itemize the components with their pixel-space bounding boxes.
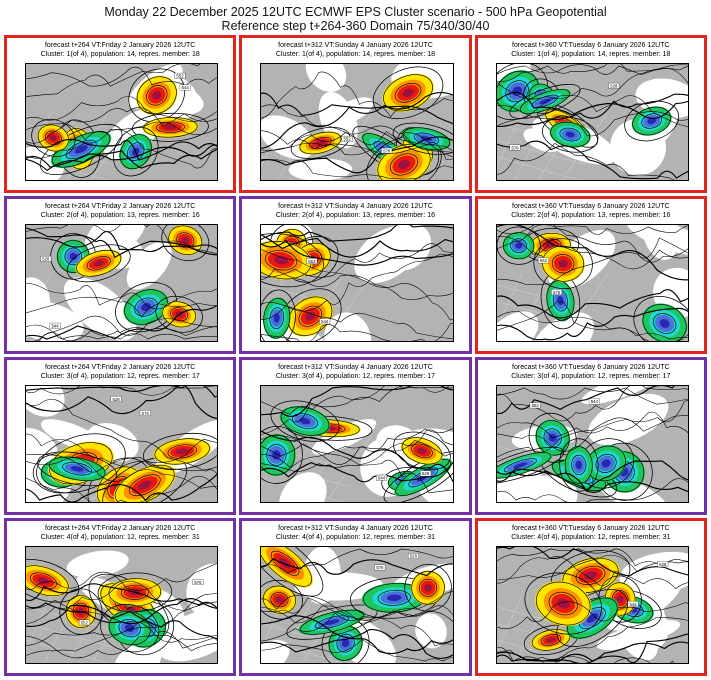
- panel-header: forecast t+264 VT:Friday 2 January 2026 …: [7, 202, 233, 220]
- panel-header: forecast t+360 VT:Tuesday 6 January 2026…: [478, 524, 704, 542]
- cluster-panel-4-t312: forecast t+312 VT:Sunday 4 January 2026 …: [239, 518, 472, 676]
- panel-forecast-step: forecast t+312 VT:Sunday 4 January 2026 …: [278, 525, 433, 532]
- cluster-panel-grid: forecast t+264 VT:Friday 2 January 2026 …: [4, 35, 707, 676]
- geopotential-map: 552 576: [495, 224, 689, 342]
- svg-text:528: 528: [42, 257, 50, 262]
- page-title: Monday 22 December 2025 12UTC ECMWF EPS …: [0, 0, 711, 33]
- geopotential-map: 544 552: [260, 224, 454, 342]
- svg-text:576: 576: [142, 411, 150, 416]
- cluster-panel-2-t264: forecast t+264 VT:Friday 2 January 2026 …: [4, 196, 237, 354]
- panel-forecast-step: forecast t+312 VT:Sunday 4 January 2026 …: [278, 364, 433, 371]
- cluster-panel-4-t264: forecast t+264 VT:Friday 2 January 2026 …: [4, 518, 237, 676]
- geopotential-map: 576 528: [25, 385, 219, 503]
- cluster-panel-1-t312: forecast t+312 VT:Sunday 4 January 2026 …: [239, 35, 472, 193]
- geopotential-map: 528 544: [260, 385, 454, 503]
- svg-text:528: 528: [422, 471, 430, 476]
- svg-text:544: 544: [321, 319, 329, 324]
- svg-text:576: 576: [194, 580, 202, 585]
- svg-text:552: 552: [531, 403, 539, 408]
- panel-cluster-info: Cluster: 1(of 4), population: 14, repres…: [511, 51, 671, 58]
- panel-header: forecast t+360 VT:Tuesday 6 January 2026…: [478, 202, 704, 220]
- svg-text:576: 576: [553, 290, 561, 295]
- svg-text:528: 528: [610, 83, 618, 88]
- panel-forecast-step: forecast t+360 VT:Tuesday 6 January 2026…: [512, 364, 670, 371]
- svg-text:544: 544: [378, 475, 386, 480]
- cluster-panel-3-t312: forecast t+312 VT:Sunday 4 January 2026 …: [239, 357, 472, 515]
- panel-forecast-step: forecast t+312 VT:Sunday 4 January 2026 …: [278, 203, 433, 210]
- svg-text:552: 552: [176, 74, 184, 79]
- panel-forecast-step: forecast t+264 VT:Friday 2 January 2026 …: [44, 525, 196, 532]
- svg-text:576: 576: [377, 565, 385, 570]
- svg-text:544: 544: [629, 602, 637, 607]
- panel-forecast-step: forecast t+312 VT:Sunday 4 January 2026 …: [278, 42, 433, 49]
- panel-header: forecast t+312 VT:Sunday 4 January 2026 …: [242, 202, 468, 220]
- geopotential-map: 552 576: [25, 546, 219, 664]
- geopotential-map: 528 544: [495, 546, 689, 664]
- panel-header: forecast t+264 VT:Friday 2 January 2026 …: [7, 41, 233, 59]
- cluster-panel-1-t264: forecast t+264 VT:Friday 2 January 2026 …: [4, 35, 237, 193]
- panel-forecast-step: forecast t+264 VT:Friday 2 January 2026 …: [44, 203, 196, 210]
- svg-text:528: 528: [113, 397, 121, 402]
- svg-text:576: 576: [383, 148, 391, 153]
- svg-text:544: 544: [590, 399, 598, 404]
- panel-cluster-info: Cluster: 1(of 4), population: 14, repres…: [40, 51, 200, 58]
- panel-cluster-info: Cluster: 4(of 4), population: 12, repres…: [40, 534, 200, 541]
- svg-text:528: 528: [410, 554, 418, 559]
- geopotential-map: 552 576: [260, 63, 454, 181]
- cluster-panel-1-t360: forecast t+360 VT:Tuesday 6 January 2026…: [474, 35, 707, 193]
- panel-header: forecast t+360 VT:Tuesday 6 January 2026…: [478, 363, 704, 381]
- page-title-line2: Reference step t+264-360 Domain 75/340/3…: [221, 19, 490, 33]
- panel-cluster-info: Cluster: 2(of 4), population: 13, repres…: [511, 212, 671, 219]
- panel-forecast-step: forecast t+360 VT:Tuesday 6 January 2026…: [512, 42, 670, 49]
- panel-cluster-info: Cluster: 3(of 4), population: 12, repres…: [275, 373, 436, 380]
- svg-text:552: 552: [539, 258, 547, 263]
- page-title-line1: Monday 22 December 2025 12UTC ECMWF EPS …: [104, 5, 607, 19]
- panel-header: forecast t+264 VT:Friday 2 January 2026 …: [7, 363, 233, 381]
- svg-text:552: 552: [81, 620, 89, 625]
- panel-header: forecast t+312 VT:Sunday 4 January 2026 …: [242, 524, 468, 542]
- geopotential-map: 576 528: [495, 63, 689, 181]
- svg-text:552: 552: [309, 259, 317, 264]
- cluster-panel-2-t360: forecast t+360 VT:Tuesday 6 January 2026…: [474, 196, 707, 354]
- panel-cluster-info: Cluster: 4(of 4), population: 12, repres…: [275, 534, 436, 541]
- svg-text:544: 544: [182, 85, 190, 90]
- panel-cluster-info: Cluster: 2(of 4), population: 13, repres…: [40, 212, 200, 219]
- panel-forecast-step: forecast t+360 VT:Tuesday 6 January 2026…: [512, 525, 670, 532]
- panel-header: forecast t+312 VT:Sunday 4 January 2026 …: [242, 363, 468, 381]
- panel-cluster-info: Cluster: 3(of 4), population: 12, repres…: [511, 373, 671, 380]
- svg-text:576: 576: [511, 145, 519, 150]
- geopotential-map: 544 552: [495, 385, 689, 503]
- panel-cluster-info: Cluster: 1(of 4), population: 14, repres…: [275, 51, 436, 58]
- cluster-panel-4-t360: forecast t+360 VT:Tuesday 6 January 2026…: [474, 518, 707, 676]
- panel-cluster-info: Cluster: 3(of 4), population: 12, repres…: [40, 373, 200, 380]
- panel-header: forecast t+312 VT:Sunday 4 January 2026 …: [242, 41, 468, 59]
- panel-cluster-info: Cluster: 2(of 4), population: 13, repres…: [275, 212, 436, 219]
- svg-text:552: 552: [344, 137, 352, 142]
- panel-header: forecast t+360 VT:Tuesday 6 January 2026…: [478, 41, 704, 59]
- cluster-panel-3-t360: forecast t+360 VT:Tuesday 6 January 2026…: [474, 357, 707, 515]
- panel-forecast-step: forecast t+264 VT:Friday 2 January 2026 …: [44, 364, 196, 371]
- cluster-panel-3-t264: forecast t+264 VT:Friday 2 January 2026 …: [4, 357, 237, 515]
- panel-forecast-step: forecast t+264 VT:Friday 2 January 2026 …: [44, 42, 196, 49]
- geopotential-map: 528 544: [25, 224, 219, 342]
- geopotential-map: 576 528: [260, 546, 454, 664]
- panel-header: forecast t+264 VT:Friday 2 January 2026 …: [7, 524, 233, 542]
- panel-forecast-step: forecast t+360 VT:Tuesday 6 January 2026…: [512, 203, 670, 210]
- geopotential-map: 544 552: [25, 63, 219, 181]
- svg-text:528: 528: [659, 562, 667, 567]
- svg-text:544: 544: [51, 323, 59, 328]
- panel-cluster-info: Cluster: 4(of 4), population: 12, repres…: [511, 534, 671, 541]
- cluster-panel-2-t312: forecast t+312 VT:Sunday 4 January 2026 …: [239, 196, 472, 354]
